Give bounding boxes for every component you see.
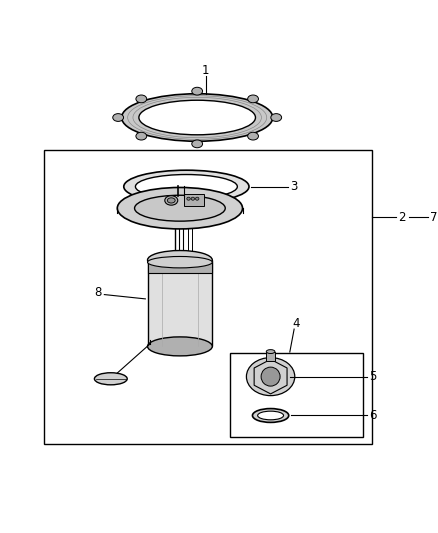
- Ellipse shape: [247, 95, 258, 103]
- Ellipse shape: [124, 170, 249, 203]
- Ellipse shape: [266, 350, 275, 353]
- Ellipse shape: [148, 256, 212, 268]
- Bar: [230, 353, 364, 437]
- Text: 3: 3: [290, 180, 297, 193]
- Polygon shape: [254, 359, 287, 394]
- Ellipse shape: [195, 197, 199, 200]
- Ellipse shape: [191, 197, 194, 200]
- Bar: [44, 150, 372, 443]
- Ellipse shape: [165, 196, 178, 205]
- Ellipse shape: [167, 198, 175, 203]
- Ellipse shape: [95, 373, 127, 385]
- Ellipse shape: [271, 114, 282, 122]
- Ellipse shape: [134, 195, 225, 221]
- Bar: [266, 352, 275, 361]
- Ellipse shape: [135, 174, 237, 199]
- Bar: [148, 262, 212, 273]
- Ellipse shape: [247, 132, 258, 140]
- Ellipse shape: [148, 337, 212, 356]
- Ellipse shape: [252, 409, 289, 422]
- Text: 8: 8: [94, 286, 102, 300]
- Ellipse shape: [117, 188, 243, 229]
- Ellipse shape: [247, 358, 295, 395]
- Ellipse shape: [187, 197, 190, 200]
- Text: 2: 2: [398, 211, 405, 224]
- Text: 7: 7: [430, 211, 438, 224]
- Text: 6: 6: [369, 409, 377, 422]
- Bar: [184, 194, 204, 206]
- Text: 4: 4: [293, 317, 300, 330]
- Ellipse shape: [139, 100, 255, 135]
- Ellipse shape: [113, 114, 124, 122]
- Text: 1: 1: [202, 63, 209, 77]
- Ellipse shape: [258, 411, 283, 420]
- Ellipse shape: [136, 132, 147, 140]
- Ellipse shape: [192, 140, 203, 148]
- Ellipse shape: [148, 251, 212, 270]
- Ellipse shape: [192, 87, 203, 95]
- Bar: [148, 260, 212, 346]
- Text: 5: 5: [369, 370, 377, 383]
- Ellipse shape: [261, 367, 280, 386]
- Ellipse shape: [122, 94, 273, 141]
- Ellipse shape: [136, 95, 147, 103]
